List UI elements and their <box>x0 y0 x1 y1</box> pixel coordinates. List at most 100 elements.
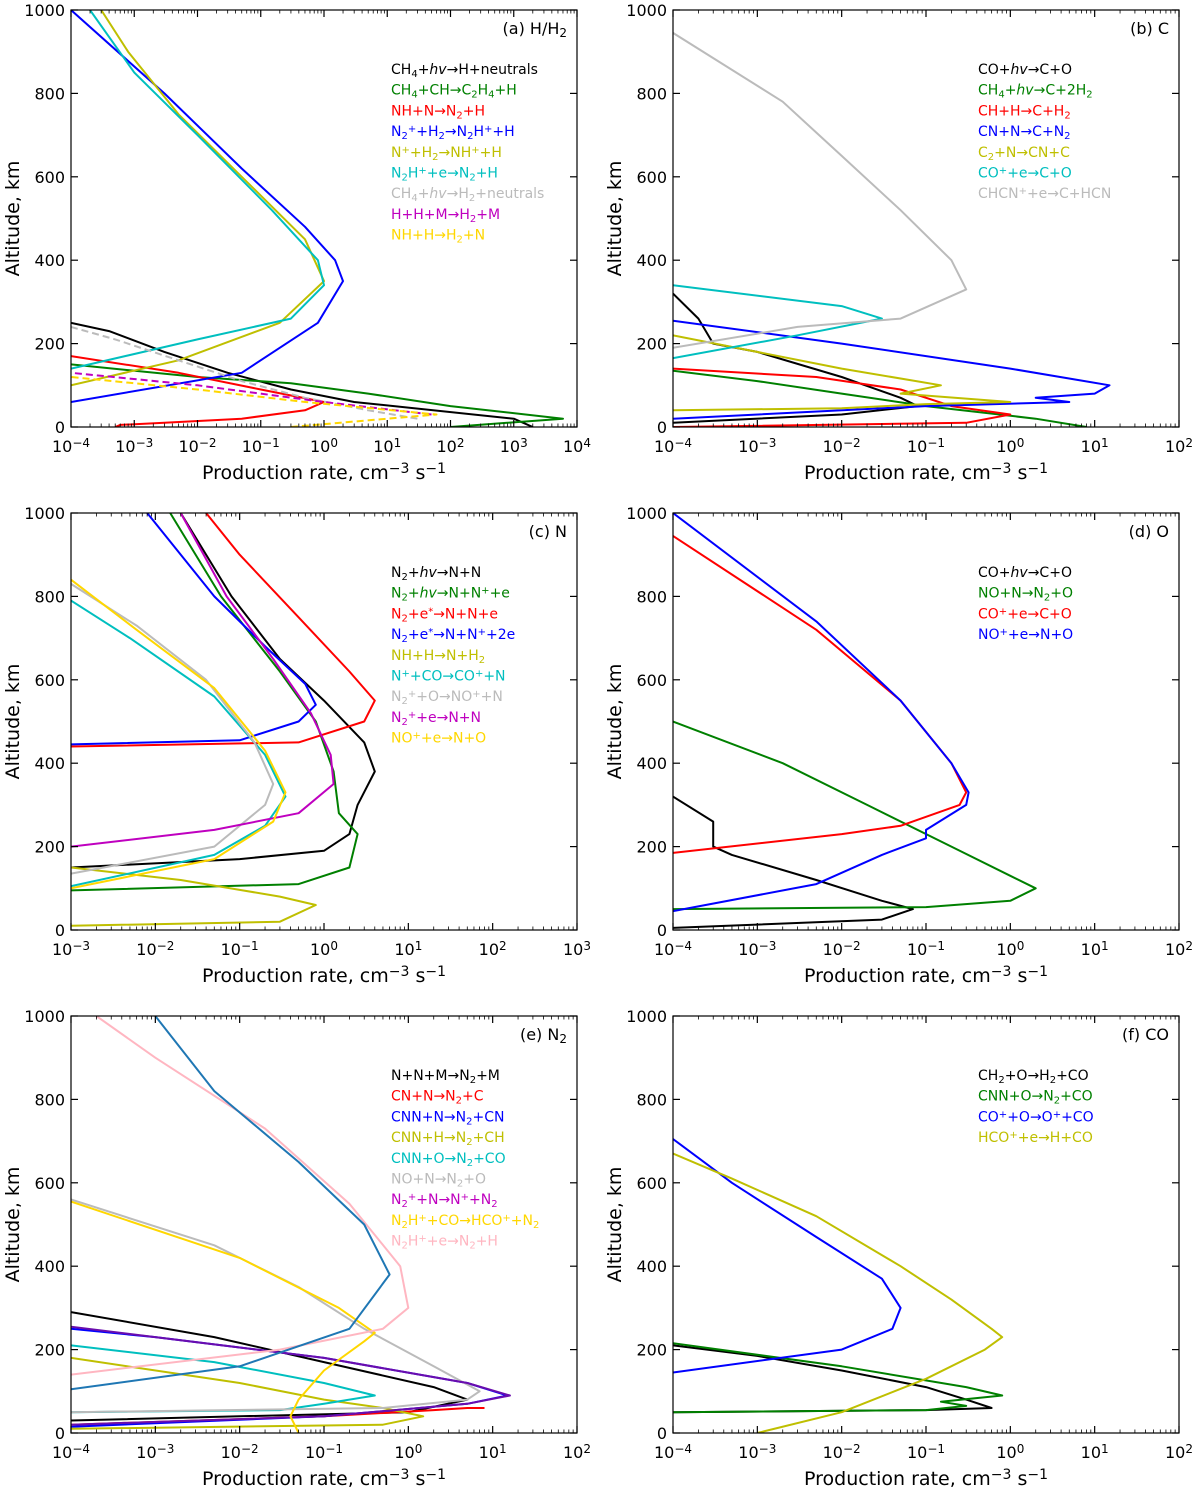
y-tick-label: 0 <box>657 1424 667 1443</box>
y-tick-label: 600 <box>636 168 667 187</box>
y-tick-label: 400 <box>34 251 65 270</box>
x-tick-label: 102 <box>479 939 507 959</box>
series-line-7 <box>71 371 432 416</box>
series-line-3 <box>71 513 317 746</box>
panel-5: 10−4 10−3 10−2 10−1 100 101 102 0 200 400 600 800 10… <box>604 1007 1193 1487</box>
series-line-8 <box>71 1016 410 1376</box>
axes-frame <box>672 512 1180 931</box>
x-tick-label: 10−3 <box>115 436 153 456</box>
legend-entry: NO+N→N2+O <box>978 586 1073 604</box>
y-tick-label: 400 <box>636 251 667 270</box>
series-line-7 <box>71 1200 376 1433</box>
series-line-2 <box>673 535 968 854</box>
y-tick-label: 800 <box>636 84 667 103</box>
x-tick-label: 10−2 <box>823 1442 861 1462</box>
series-line-0 <box>673 795 914 929</box>
series-line-1 <box>673 369 1087 427</box>
x-tick-label: 10−2 <box>136 939 174 959</box>
x-tick-label: 10−2 <box>823 939 861 959</box>
y-tick-label: 600 <box>636 671 667 690</box>
series-line-8 <box>71 578 287 890</box>
series-line-4 <box>71 866 317 927</box>
legend-entry: N2++H2→N2H++H <box>391 124 515 142</box>
y-tick-label: 600 <box>34 671 65 690</box>
legend-entry: NO++e→N+O <box>978 627 1073 643</box>
x-tick-label: 10−3 <box>738 1442 776 1462</box>
legend-entry: NH+H→H2+N <box>391 228 485 246</box>
legend-entry: CNN+N→N2+CN <box>391 1109 505 1127</box>
legend-entry: CO++O→O++CO <box>978 1109 1094 1125</box>
y-tick-label: 200 <box>34 335 65 354</box>
legend-entry: H+H+M→H2+M <box>391 207 500 225</box>
axes-frame <box>672 9 1180 428</box>
legend-entry: CNN+O→N2+CO <box>391 1151 506 1169</box>
series-line-7 <box>71 513 335 848</box>
x-tick-label: 100 <box>996 1442 1024 1462</box>
x-tick-label: 100 <box>394 1442 422 1462</box>
legend-entry: N2+hv→N+N++e <box>391 586 510 604</box>
x-tick-label: 10−4 <box>654 939 692 959</box>
series-line-4 <box>673 334 1012 412</box>
axes-frame <box>70 512 578 931</box>
legend-entry: N2H++CO→HCO++N2 <box>391 1213 539 1231</box>
legend-entry: CH4+CH→C2H4+H <box>391 83 517 101</box>
legend-entry: CN+N→N2+C <box>391 1089 484 1107</box>
y-tick-label: 600 <box>34 168 65 187</box>
y-tick-label: 400 <box>34 754 65 773</box>
panel-3: 10−4 10−3 10−2 10−1 100 101 102 0 200 400 600 800 10… <box>604 504 1193 987</box>
y-axis-label: Altitude, km <box>604 161 626 277</box>
x-tick-label: 102 <box>1165 436 1193 456</box>
y-tick-label: 200 <box>34 838 65 857</box>
y-tick-label: 200 <box>636 1341 667 1360</box>
x-tick-label: 104 <box>563 436 591 456</box>
series-line-6 <box>71 583 275 875</box>
y-tick-label: 1000 <box>24 1007 65 1026</box>
y-tick-label: 200 <box>636 335 667 354</box>
series-group <box>71 1016 511 1433</box>
legend-entry: N2+e*→N+N+e <box>391 606 498 624</box>
x-tick-label: 102 <box>563 1442 591 1462</box>
legend-entry: CN+N→C+N2 <box>978 124 1071 142</box>
series-line-1 <box>71 513 359 892</box>
series-line-5 <box>673 284 883 360</box>
legend-entry: N++H2→NH++H <box>391 145 502 163</box>
series-line-2 <box>673 1138 902 1374</box>
legend-entry: NO+N→N2+O <box>391 1172 486 1190</box>
series-line-9 <box>71 1016 391 1391</box>
y-tick-label: 0 <box>55 418 65 437</box>
panel-label: (d) O <box>1129 522 1169 541</box>
y-tick-label: 800 <box>34 587 65 606</box>
series-group <box>673 513 1037 929</box>
y-tick-label: 400 <box>636 754 667 773</box>
x-axis-label: Production rate, cm−3 s−1 <box>202 964 446 987</box>
series-line-2 <box>71 513 376 748</box>
x-tick-label: 100 <box>310 939 338 959</box>
panel-0: 10−4 10−3 10−2 10−1 100 101 102 103 104 0 200 400 60… <box>2 1 591 484</box>
legend-entry: N++CO→CO++N <box>391 669 506 685</box>
y-tick-label: 0 <box>657 921 667 940</box>
series-line-4 <box>71 10 325 387</box>
legend-entry: N2+hv→N+N <box>391 565 481 583</box>
legend-entry: NH+N→N2+H <box>391 103 485 121</box>
series-line-1 <box>673 720 1037 911</box>
x-tick-label: 102 <box>437 436 465 456</box>
series-line-8 <box>71 376 438 427</box>
x-tick-label: 100 <box>310 436 338 456</box>
x-tick-label: 101 <box>1081 1442 1109 1462</box>
x-tick-label: 101 <box>373 436 401 456</box>
x-tick-label: 101 <box>479 1442 507 1462</box>
y-axis-label: Altitude, km <box>2 664 24 780</box>
x-axis-label: Production rate, cm−3 s−1 <box>804 964 1048 987</box>
x-tick-label: 10−1 <box>221 939 259 959</box>
legend-entry: N2++N→N++N2 <box>391 1192 498 1210</box>
y-tick-label: 200 <box>636 838 667 857</box>
x-tick-label: 10−3 <box>52 939 90 959</box>
y-tick-label: 0 <box>657 418 667 437</box>
y-tick-label: 600 <box>636 1174 667 1193</box>
y-axis-label: Altitude, km <box>2 161 24 277</box>
legend-entry: CNN+O→N2+CO <box>978 1089 1093 1107</box>
x-tick-label: 102 <box>1165 939 1193 959</box>
legend-entry: N2H++e→N2+H <box>391 1234 498 1252</box>
x-tick-label: 10−4 <box>52 436 90 456</box>
